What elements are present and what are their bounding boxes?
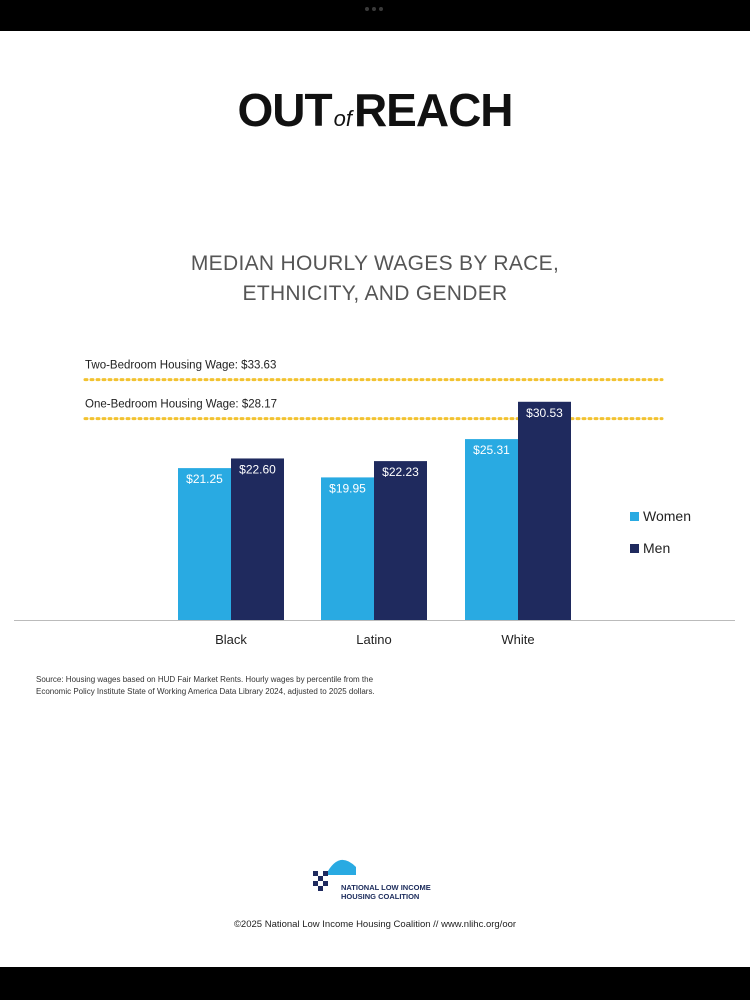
footer-credit: ©2025 National Low Income Housing Coalit… xyxy=(233,919,517,930)
bar-black-men xyxy=(231,458,284,620)
chart-title-line-1: MEDIAN HOURLY WAGES BY RACE, xyxy=(190,252,560,275)
category-label-white: White xyxy=(501,632,534,647)
source-line-2: Economic Policy Institute State of Worki… xyxy=(36,687,375,696)
category-label-black: Black xyxy=(215,632,247,647)
data-label-white-men: $30.53 xyxy=(526,406,563,420)
logo-text: NATIONAL LOW INCOME HOUSING COALITION xyxy=(341,883,431,901)
data-label-black-men: $22.60 xyxy=(239,462,276,476)
chart-title-line-2: ETHNICITY, AND GENDER xyxy=(242,282,508,305)
brand-of: of xyxy=(333,106,352,131)
data-label-white-women: $25.31 xyxy=(473,443,510,457)
page: OUTofREACH MEDIAN HOURLY WAGES BY RACE, … xyxy=(0,31,750,967)
bar-chart: Two-Bedroom Housing Wage: $33.63 One-Bedr… xyxy=(14,360,735,647)
bar-latino-women xyxy=(321,477,374,620)
more-dots-icon[interactable] xyxy=(365,7,383,11)
reference-label-1: Two-Bedroom Housing Wage: $33.63 xyxy=(85,360,276,372)
legend-label-women: Women xyxy=(643,508,691,524)
brand-reach: REACH xyxy=(353,84,514,136)
chart-title: MEDIAN HOURLY WAGES BY RACE, ETHNICITY, … xyxy=(0,249,750,309)
source-line-1: Source: Housing wages based on HUD Fair … xyxy=(36,675,374,684)
brand-title: OUTofREACH xyxy=(0,83,750,137)
legend-swatch-men xyxy=(630,544,639,553)
reference-label-2: One-Bedroom Housing Wage: $28.17 xyxy=(85,399,277,411)
nlihc-logo-icon xyxy=(313,859,356,891)
category-label-latino: Latino xyxy=(356,632,391,647)
logo-text-line-2: HOUSING COALITION xyxy=(341,892,420,901)
source-note: Source: Housing wages based on HUD Fair … xyxy=(36,674,456,698)
top-bar xyxy=(0,0,750,31)
legend-swatch-women xyxy=(630,512,639,521)
data-label-black-women: $21.25 xyxy=(186,472,223,486)
bar-latino-men xyxy=(374,461,427,620)
bar-white-women xyxy=(465,439,518,620)
bar-white-men xyxy=(518,401,571,620)
bottom-bar xyxy=(0,967,750,1000)
logo-text-line-1: NATIONAL LOW INCOME xyxy=(341,883,431,892)
data-label-latino-men: $22.23 xyxy=(382,465,419,479)
data-label-latino-women: $19.95 xyxy=(329,481,366,495)
brand-out: OUT xyxy=(237,84,332,136)
bar-black-women xyxy=(178,468,231,620)
legend-label-men: Men xyxy=(643,540,670,556)
